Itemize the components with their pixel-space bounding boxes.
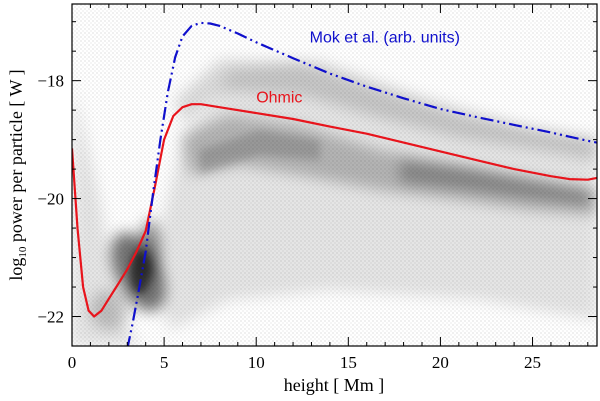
x-tick-label: 20 xyxy=(432,353,449,372)
y-axis-label: log10 power per particle [ W ] xyxy=(6,69,29,280)
plot-frame xyxy=(71,3,598,347)
x-tick-label: 0 xyxy=(68,353,77,372)
density-histogram xyxy=(72,4,597,346)
x-tick-label: 15 xyxy=(340,353,357,372)
x-tick-label: 25 xyxy=(524,353,541,372)
x-tick-label: 5 xyxy=(160,353,169,372)
series-line-ohmic xyxy=(72,103,597,318)
y-axis-label-subscript: 10 xyxy=(17,246,29,258)
x-tick-label: 10 xyxy=(248,353,265,372)
y-tick-label: −18 xyxy=(37,72,64,91)
x-axis-label: height [ Mm ] xyxy=(284,375,385,395)
y-tick-label: −22 xyxy=(37,308,64,327)
y-tick-label: −20 xyxy=(37,190,64,209)
y-axis-label-log: log xyxy=(6,258,26,281)
annotation-mok: Mok et al. (arb. units) xyxy=(310,29,460,46)
annotation-ohmic: Ohmic xyxy=(256,89,302,106)
y-axis-label-rest: power per particle [ W ] xyxy=(6,69,26,246)
